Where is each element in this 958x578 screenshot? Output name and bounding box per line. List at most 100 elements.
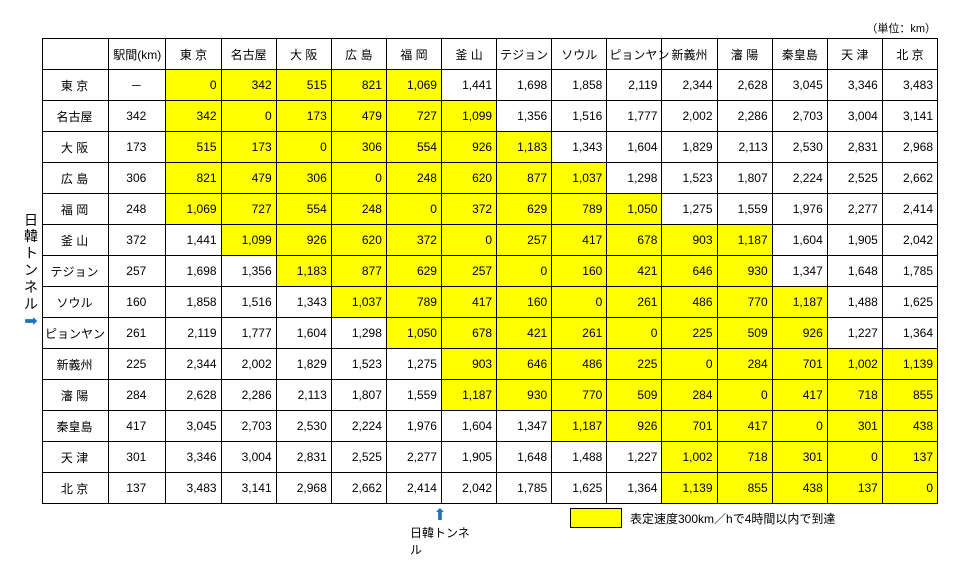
table-body: 東 京－03425158211,0691,4411,6981,8582,1192… xyxy=(43,70,938,504)
distance-cell: 727 xyxy=(221,194,276,225)
distance-cell: 1,516 xyxy=(552,101,607,132)
distance-cell: 1,698 xyxy=(497,70,552,101)
distance-cell: 2,525 xyxy=(331,442,386,473)
distance-cell: 2,831 xyxy=(276,442,331,473)
table-row: 東 京－03425158211,0691,4411,6981,8582,1192… xyxy=(43,70,938,101)
table-row: ソウル1601,8581,5161,3431,03778941716002614… xyxy=(43,287,938,318)
row-city: 福 岡 xyxy=(43,194,109,225)
row-interval: 173 xyxy=(109,132,166,163)
arrow-up-icon: ⬆ xyxy=(433,508,446,524)
distance-table: 駅間(km)東 京名古屋大 阪広 島福 岡釜 山テジョンソウルピョンヤン新義州瀋… xyxy=(42,38,938,504)
distance-cell: 1,523 xyxy=(662,163,717,194)
distance-cell: 225 xyxy=(607,349,662,380)
distance-cell: 137 xyxy=(827,473,882,504)
distance-cell: 1,488 xyxy=(552,442,607,473)
distance-cell: 926 xyxy=(772,318,827,349)
distance-cell: 0 xyxy=(221,101,276,132)
distance-cell: 372 xyxy=(441,194,496,225)
distance-cell: 438 xyxy=(772,473,827,504)
distance-cell: 3,045 xyxy=(166,411,221,442)
distance-cell: 1,559 xyxy=(386,380,441,411)
distance-cell: 554 xyxy=(386,132,441,163)
distance-cell: 160 xyxy=(497,287,552,318)
row-interval: 261 xyxy=(109,318,166,349)
distance-cell: 2,703 xyxy=(221,411,276,442)
row-city: 天 津 xyxy=(43,442,109,473)
row-interval: 301 xyxy=(109,442,166,473)
table-row: 新義州2252,3442,0021,8291,5231,275903646486… xyxy=(43,349,938,380)
distance-cell: 173 xyxy=(276,101,331,132)
distance-cell: 620 xyxy=(441,163,496,194)
distance-cell: 770 xyxy=(717,287,772,318)
distance-cell: 1,347 xyxy=(497,411,552,442)
distance-cell: 0 xyxy=(276,132,331,163)
distance-cell: 2,414 xyxy=(386,473,441,504)
table-row: 北 京1373,4833,1412,9682,6622,4142,0421,78… xyxy=(43,473,938,504)
distance-cell: 646 xyxy=(662,256,717,287)
distance-cell: 629 xyxy=(386,256,441,287)
unit-label: （単位：km） xyxy=(20,20,938,36)
row-interval: 160 xyxy=(109,287,166,318)
distance-cell: 0 xyxy=(662,349,717,380)
distance-cell: 417 xyxy=(441,287,496,318)
header-city: 北 京 xyxy=(882,39,937,70)
table-row: テジョン2571,6981,3561,183877629257016042164… xyxy=(43,256,938,287)
header-city: ピョンヤン xyxy=(607,39,662,70)
distance-cell: 2,286 xyxy=(221,380,276,411)
distance-cell: 1,648 xyxy=(827,256,882,287)
distance-cell: 1,829 xyxy=(662,132,717,163)
bottom-annotation-row: ⬆ 日韓トンネル 表定速度300km／hで4時間以内で到達 xyxy=(20,508,938,558)
distance-cell: 417 xyxy=(772,380,827,411)
legend-text: 表定速度300km／hで4時間以内で到達 xyxy=(630,510,835,527)
row-interval: 417 xyxy=(109,411,166,442)
distance-cell: 1,604 xyxy=(772,225,827,256)
table-head: 駅間(km)東 京名古屋大 阪広 島福 岡釜 山テジョンソウルピョンヤン新義州瀋… xyxy=(43,39,938,70)
distance-cell: 1,347 xyxy=(772,256,827,287)
distance-cell: 1,037 xyxy=(552,163,607,194)
row-interval: 342 xyxy=(109,101,166,132)
table-row: 名古屋34234201734797271,0991,3561,5161,7772… xyxy=(43,101,938,132)
distance-cell: 2,831 xyxy=(827,132,882,163)
distance-cell: 926 xyxy=(276,225,331,256)
distance-cell: 1,069 xyxy=(386,70,441,101)
distance-cell: 306 xyxy=(331,132,386,163)
table-layout: 日 韓 ト ン ネ ル ➡ 駅間(km)東 京名古屋大 阪広 島福 岡釜 山テジ… xyxy=(20,38,938,504)
distance-cell: 903 xyxy=(441,349,496,380)
row-city: 北 京 xyxy=(43,473,109,504)
distance-cell: 678 xyxy=(441,318,496,349)
header-city: ソウル xyxy=(552,39,607,70)
distance-cell: 3,346 xyxy=(166,442,221,473)
distance-cell: 342 xyxy=(166,101,221,132)
row-interval: 372 xyxy=(109,225,166,256)
distance-cell: 173 xyxy=(221,132,276,163)
distance-cell: 3,141 xyxy=(221,473,276,504)
distance-cell: 417 xyxy=(717,411,772,442)
distance-cell: 0 xyxy=(552,287,607,318)
distance-cell: 2,002 xyxy=(662,101,717,132)
distance-cell: 1,976 xyxy=(772,194,827,225)
distance-cell: 2,042 xyxy=(882,225,937,256)
distance-cell: 1,488 xyxy=(827,287,882,318)
distance-cell: 2,662 xyxy=(331,473,386,504)
row-interval: 284 xyxy=(109,380,166,411)
distance-cell: 2,224 xyxy=(772,163,827,194)
table-container: 駅間(km)東 京名古屋大 阪広 島福 岡釜 山テジョンソウルピョンヤン新義州瀋… xyxy=(42,38,938,504)
distance-cell: 821 xyxy=(331,70,386,101)
distance-cell: 1,785 xyxy=(882,256,937,287)
distance-cell: 855 xyxy=(717,473,772,504)
distance-cell: 1,777 xyxy=(607,101,662,132)
table-row: 大 阪17351517303065549261,1831,3431,6041,8… xyxy=(43,132,938,163)
row-interval: 225 xyxy=(109,349,166,380)
distance-cell: 2,002 xyxy=(221,349,276,380)
distance-cell: 926 xyxy=(607,411,662,442)
distance-cell: 3,004 xyxy=(221,442,276,473)
distance-cell: 1,356 xyxy=(497,101,552,132)
header-city: 天 津 xyxy=(827,39,882,70)
distance-cell: 903 xyxy=(662,225,717,256)
distance-cell: 926 xyxy=(441,132,496,163)
distance-cell: 1,298 xyxy=(331,318,386,349)
distance-cell: 2,662 xyxy=(882,163,937,194)
distance-cell: 1,829 xyxy=(276,349,331,380)
distance-cell: 509 xyxy=(717,318,772,349)
distance-cell: 1,777 xyxy=(221,318,276,349)
